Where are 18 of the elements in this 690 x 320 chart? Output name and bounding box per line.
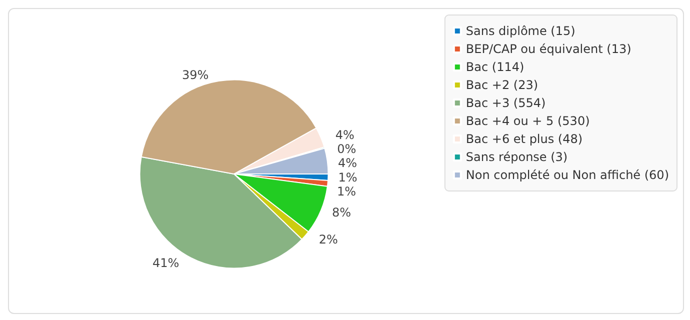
- legend-label: Bac +4 ou + 5 (530): [466, 114, 590, 128]
- legend-label: Sans réponse (3): [466, 150, 568, 164]
- data-label: 1%: [336, 184, 356, 198]
- data-label: 1%: [338, 170, 358, 184]
- legend-label: Bac +3 (554): [466, 96, 546, 110]
- data-label: 8%: [332, 206, 351, 220]
- data-label: 4%: [335, 128, 354, 142]
- legend-label: Bac +2 (23): [466, 78, 538, 92]
- legend-label: Sans diplôme (15): [466, 24, 576, 38]
- data-label: 39%: [182, 68, 209, 82]
- data-label: 4%: [338, 156, 358, 170]
- data-label: 2%: [318, 232, 338, 247]
- legend-label: Bac +6 et plus (48): [466, 132, 583, 146]
- legend-label: BEP/CAP ou équivalent (13): [466, 42, 632, 56]
- legend-label: Non complété ou Non affiché (60): [466, 168, 669, 182]
- data-label: 0%: [337, 142, 356, 156]
- data-label: 41%: [152, 256, 180, 270]
- legend-label: Bac (114): [466, 60, 524, 74]
